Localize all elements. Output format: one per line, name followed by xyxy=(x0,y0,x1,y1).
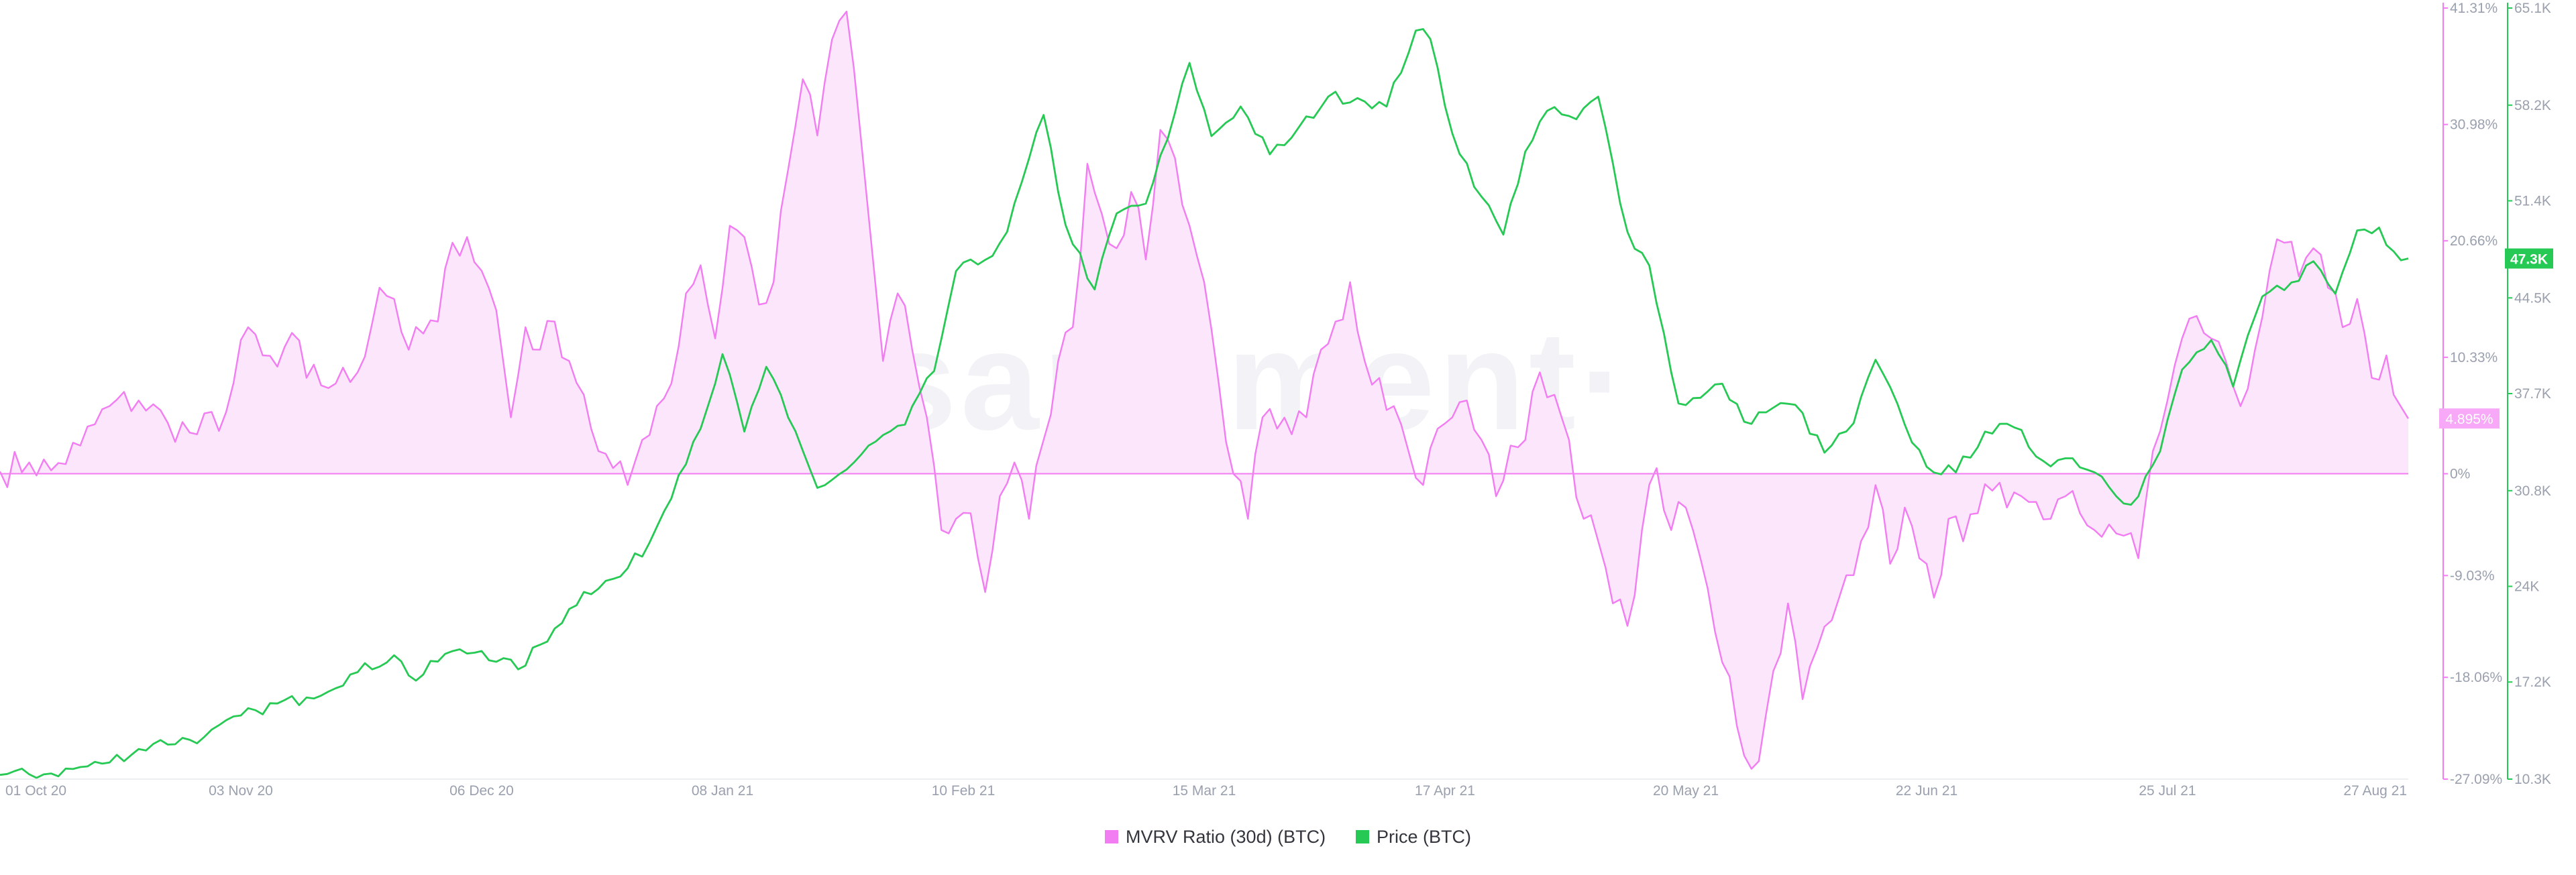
mvrv-tick-label: -9.03% xyxy=(2450,568,2495,583)
mvrv-area-fill xyxy=(0,11,2408,769)
x-tick-label: 10 Feb 21 xyxy=(932,783,996,799)
mvrv-current-value: 4.895% xyxy=(2445,412,2493,427)
mvrv-tick-label: 0% xyxy=(2450,467,2470,482)
mvrv-area-layer xyxy=(0,11,2408,769)
mvrv-tick-label: -18.06% xyxy=(2450,670,2502,685)
x-tick-label: 17 Apr 21 xyxy=(1415,783,1475,799)
mvrv-tick-label: 10.33% xyxy=(2450,350,2498,365)
series-lines-layer xyxy=(0,11,2410,779)
price-current-value: 47.3K xyxy=(2510,252,2548,268)
legend-swatch-price xyxy=(1356,830,1369,843)
x-tick-label: 27 Aug 21 xyxy=(2343,783,2407,799)
legend: MVRV Ratio (30d) (BTC) Price (BTC) xyxy=(1105,827,1471,847)
x-tick-label: 22 Jun 21 xyxy=(1896,783,1957,799)
x-axis-ticks: 01 Oct 20 03 Nov 20 06 Dec 20 08 Jan 21 10 F… xyxy=(5,783,2407,799)
price-axis-ticks: 65.1K 58.2K 51.4K 44.5K 37.7K 30.8K 24K 17.2K 10… xyxy=(2508,1,2551,787)
price-current-badge xyxy=(2505,248,2553,269)
x-tick-label: 15 Mar 21 xyxy=(1173,783,1236,799)
x-tick-label: 20 May 21 xyxy=(1653,783,1719,799)
watermark-text: santiment· xyxy=(878,302,1631,459)
axes-layer xyxy=(0,3,2508,780)
legend-label-mvrv: MVRV Ratio (30d) (BTC) xyxy=(1126,827,1326,847)
price-tick-label: 65.1K xyxy=(2514,1,2551,16)
mvrv-tick-label: -27.09% xyxy=(2450,772,2502,787)
x-tick-label: 06 Dec 20 xyxy=(449,783,514,799)
price-tick-label: 24K xyxy=(2514,579,2539,595)
price-tick-label: 37.7K xyxy=(2514,386,2551,402)
mvrv-tick-label: 41.31% xyxy=(2450,1,2498,16)
price-tick-label: 10.3K xyxy=(2514,772,2551,787)
price-tick-label: 17.2K xyxy=(2514,675,2551,690)
price-series-line xyxy=(0,28,2409,779)
mvrv-tick-label: 30.98% xyxy=(2450,117,2498,133)
mvrv-series-line xyxy=(0,11,2410,770)
price-tick-label: 30.8K xyxy=(2514,483,2551,499)
x-tick-label: 03 Nov 20 xyxy=(209,783,273,799)
price-tick-label: 58.2K xyxy=(2514,98,2551,113)
legend-label-price: Price (BTC) xyxy=(1377,827,1471,847)
mvrv-axis-ticks: 41.31% 30.98% 20.66% 10.33% 0% -9.03% -18.06% -… xyxy=(2443,1,2502,787)
mvrv-current-badge xyxy=(2439,408,2500,429)
current-value-badges: 4.895% 47.3K xyxy=(2439,248,2553,429)
legend-swatch-mvrv xyxy=(1105,830,1118,843)
mvrv-tick-label: 20.66% xyxy=(2450,233,2498,249)
price-tick-label: 51.4K xyxy=(2514,194,2551,209)
price-tick-label: 44.5K xyxy=(2514,290,2551,306)
x-tick-label: 25 Jul 21 xyxy=(2139,783,2196,799)
x-tick-label: 01 Oct 20 xyxy=(5,783,66,799)
x-tick-label: 08 Jan 21 xyxy=(692,783,753,799)
